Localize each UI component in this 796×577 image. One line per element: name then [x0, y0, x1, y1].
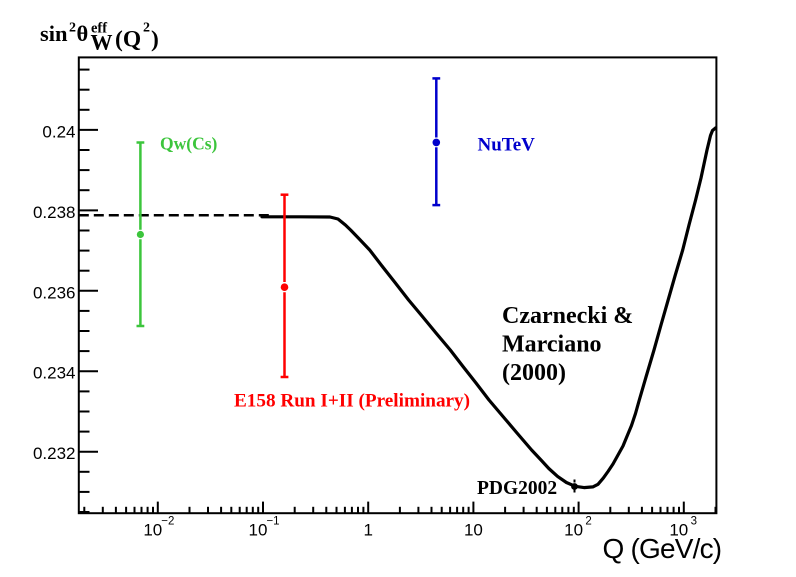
svg-text:NuTeV: NuTeV: [478, 135, 536, 156]
svg-text:PDG2002: PDG2002: [477, 478, 557, 499]
svg-text:Qw(Cs): Qw(Cs): [160, 134, 218, 154]
svg-text:1: 1: [363, 521, 372, 540]
svg-text:eff: eff: [91, 20, 107, 36]
svg-text:10: 10: [249, 521, 268, 540]
svg-text:E158 Run I+II (Preliminary): E158 Run I+II (Preliminary): [234, 391, 470, 412]
svg-text:0.238: 0.238: [33, 203, 76, 222]
svg-text:W: W: [91, 29, 113, 54]
svg-text:(2000): (2000): [502, 360, 566, 386]
svg-text:Czarnecki &: Czarnecki &: [502, 303, 633, 329]
svg-text:2: 2: [585, 516, 591, 528]
svg-text:θ: θ: [77, 21, 89, 46]
svg-text:0.234: 0.234: [33, 364, 76, 383]
svg-text:−1: −1: [266, 516, 279, 528]
svg-text:Q (GeV/c): Q (GeV/c): [603, 533, 722, 564]
svg-text:(Q: (Q: [115, 27, 141, 53]
svg-text:0.24: 0.24: [42, 122, 75, 141]
svg-text:10: 10: [143, 521, 162, 540]
svg-text:Marciano: Marciano: [502, 332, 602, 358]
svg-text:−2: −2: [161, 516, 174, 528]
svg-text:0.232: 0.232: [33, 444, 76, 463]
svg-text:sin: sin: [40, 21, 68, 46]
svg-text:): ): [151, 27, 159, 53]
svg-text:10: 10: [464, 521, 483, 540]
svg-text:10: 10: [669, 521, 688, 540]
svg-text:2: 2: [69, 21, 76, 36]
svg-text:3: 3: [691, 516, 697, 528]
svg-text:0.236: 0.236: [33, 283, 76, 302]
svg-text:10: 10: [564, 521, 583, 540]
svg-text:2: 2: [143, 21, 150, 36]
